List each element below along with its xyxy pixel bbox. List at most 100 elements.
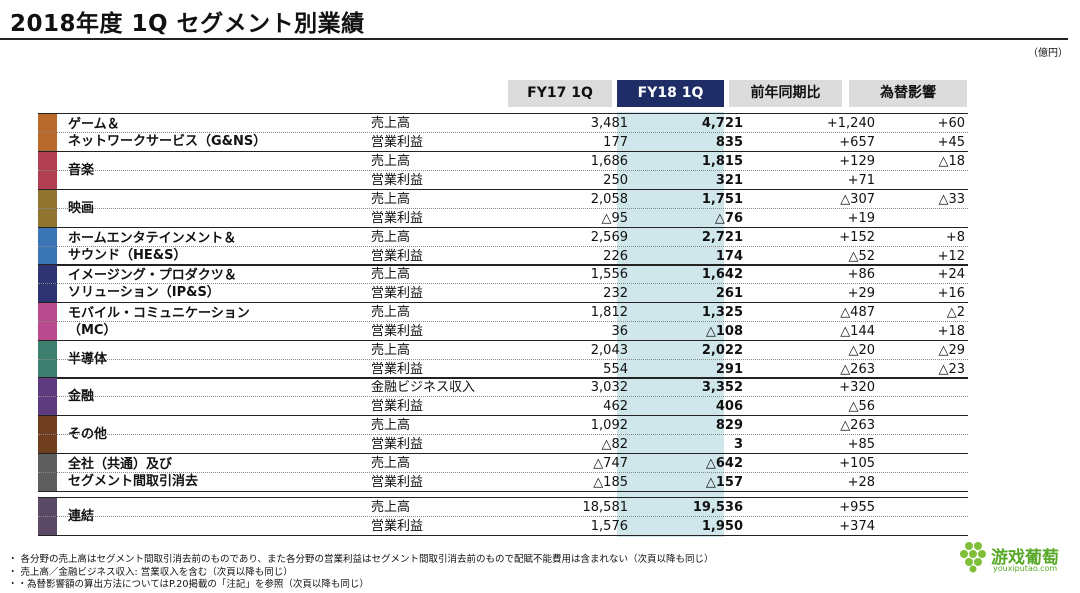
- cell-fy18: 19,536: [692, 500, 743, 515]
- cell-fx: △23: [938, 362, 965, 377]
- cell-fy17: 1,092: [590, 418, 628, 433]
- cell-fx: △2: [946, 305, 965, 320]
- table-row: 営業利益 250 321 +71: [38, 170, 968, 190]
- segment-block: ゲーム＆ ネットワークサービス（G&NS） 売上高 3,481 4,721 +1,240 +…: [38, 113, 968, 152]
- table-row: 営業利益 232 261 +29 +16: [38, 283, 968, 303]
- row-label: 売上高: [371, 230, 411, 245]
- segment-block: 半導体 売上高 2,043 2,022 △20 △29 営業利益 554 291 △263 △23: [38, 340, 968, 379]
- cell-fx: △33: [938, 192, 965, 207]
- title-underline: [0, 38, 1068, 40]
- cell-fy17: 1,576: [590, 519, 628, 534]
- unit-label: （億円）: [1028, 48, 1068, 59]
- segment-name-line: モバイル・コミュニケーション: [68, 305, 250, 321]
- table-row: 営業利益 462 406 △56: [38, 396, 968, 416]
- table-row: 売上高 18,581 19,536 +955: [38, 498, 968, 517]
- table-row: 営業利益 △185 △157 +28: [38, 472, 968, 492]
- cell-yoy: +129: [839, 154, 875, 169]
- cell-fy17: △185: [593, 475, 628, 490]
- segment-block: 全社（共通）及び セグメント間取引消去 売上高 △747 △642 +105 営業利益 △18…: [38, 453, 968, 492]
- page-title: 2018年度 1Q セグメント別業績: [10, 11, 365, 37]
- cell-fx: +8: [945, 230, 965, 245]
- cell-fy18: 4,721: [701, 116, 743, 131]
- logo-subtext: youxiputao.com: [993, 564, 1058, 573]
- segment-block: イメージング・プロダクツ＆ ソリューション（IP&S） 売上高 1,556 1,642 +…: [38, 264, 968, 303]
- cell-yoy: △56: [848, 399, 875, 414]
- table-row: 金融ビジネス収入 3,032 3,352 +320: [38, 378, 968, 397]
- cell-fx: +18: [937, 324, 965, 339]
- table-row: 売上高 1,686 1,815 +129 △18: [38, 152, 968, 171]
- cell-fy17: 1,686: [590, 154, 628, 169]
- cell-fy18: 3,352: [701, 380, 743, 395]
- footnote: ・ 各分野の売上高はセグメント間取引消去前のものであり、また各分野の営業利益はセ…: [8, 554, 714, 565]
- cell-yoy: +85: [847, 437, 875, 452]
- cell-fy17: 2,043: [590, 343, 628, 358]
- cell-fx: +12: [937, 249, 965, 264]
- cell-yoy: +86: [847, 267, 875, 282]
- cell-fy18: 291: [715, 362, 743, 377]
- row-label: 売上高: [371, 192, 411, 207]
- cell-fy18: 1,815: [701, 154, 743, 169]
- row-label: 金融ビジネス収入: [371, 380, 476, 395]
- cell-yoy: +374: [839, 519, 875, 534]
- segment-name-line: ホームエンタテインメント＆: [68, 230, 237, 246]
- cell-fy17: 18,581: [582, 500, 629, 515]
- table-row: 売上高 3,481 4,721 +1,240 +60: [38, 114, 968, 133]
- cell-fy18: 1,950: [701, 519, 743, 534]
- row-label: 営業利益: [371, 286, 424, 301]
- cell-fy18: △157: [705, 475, 743, 490]
- table-row: 売上高 2,569 2,721 +152 +8: [38, 228, 968, 247]
- cell-yoy: △144: [840, 324, 875, 339]
- cell-fy18: 3: [733, 437, 743, 452]
- row-label: 売上高: [371, 267, 411, 282]
- row-label: 営業利益: [371, 437, 424, 452]
- fy18-column-highlight: [617, 112, 724, 537]
- cell-yoy: +19: [847, 211, 875, 226]
- cell-yoy: +657: [839, 135, 875, 150]
- cell-fy18: 2,721: [701, 230, 743, 245]
- table-row: 営業利益 △95 △76 +19: [38, 208, 968, 228]
- cell-fy18: 2,022: [701, 343, 743, 358]
- row-label: 営業利益: [371, 135, 424, 150]
- segment-name: ホームエンタテインメント＆ サウンド（HE&S）: [68, 228, 236, 265]
- header-fy17: FY17 1Q: [508, 80, 612, 107]
- header-fy18: FY18 1Q: [617, 80, 724, 107]
- cell-yoy: △307: [840, 192, 875, 207]
- cell-yoy: △487: [840, 305, 875, 320]
- cell-fy18: △76: [714, 211, 743, 226]
- cell-fy17: 226: [603, 249, 628, 264]
- row-label: 営業利益: [371, 399, 424, 414]
- table-row: 売上高 2,058 1,751 △307 △33: [38, 190, 968, 209]
- cell-yoy: △52: [848, 249, 875, 264]
- cell-fy17: 232: [603, 286, 628, 301]
- cell-fx: △29: [938, 343, 965, 358]
- cell-yoy: +320: [839, 380, 875, 395]
- cell-fy18: 835: [715, 135, 743, 150]
- cell-fy18: 1,642: [701, 267, 743, 282]
- table-row: 営業利益 226 174 △52 +12: [38, 246, 968, 266]
- row-label: 売上高: [371, 116, 411, 131]
- segment-name: イメージング・プロダクツ＆ ソリューション（IP&S）: [68, 265, 237, 302]
- row-label: 売上高: [371, 154, 411, 169]
- cell-yoy: △20: [848, 343, 875, 358]
- segment-name: ゲーム＆ ネットワークサービス（G&NS）: [68, 114, 266, 151]
- cell-yoy: +29: [847, 286, 875, 301]
- cell-yoy: +955: [839, 500, 875, 515]
- footnote: ・ 売上高／金融ビジネス収入: 営業収入を含む（次頁以降も同じ）: [8, 566, 293, 578]
- cell-fy18: 829: [715, 418, 743, 433]
- segment-name-line: セグメント間取引消去: [68, 473, 199, 489]
- segment-name: 全社（共通）及び セグメント間取引消去: [68, 454, 198, 491]
- cell-yoy: +152: [839, 230, 875, 245]
- cell-fy17: 554: [603, 362, 628, 377]
- cell-fy18: △642: [705, 456, 743, 471]
- cell-fy18: 1,325: [701, 305, 743, 320]
- segment-name-line: ゲーム＆: [68, 116, 120, 132]
- cell-fy17: 177: [603, 135, 628, 150]
- cell-fy17: △95: [601, 211, 628, 226]
- segment-name-line: 全社（共通）及び: [68, 456, 173, 472]
- cell-fx: △18: [938, 154, 965, 169]
- cell-fy17: 250: [603, 173, 628, 188]
- segment-name-line: ソリューション（IP&S）: [68, 284, 220, 300]
- row-label: 売上高: [371, 456, 411, 471]
- row-label: 営業利益: [371, 519, 424, 534]
- cell-fy18: 321: [715, 173, 743, 188]
